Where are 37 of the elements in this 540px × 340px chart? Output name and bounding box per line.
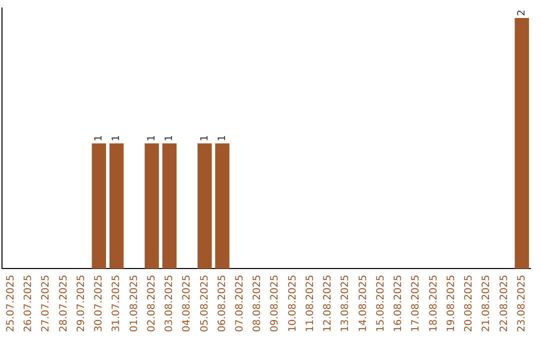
x-tick-label: 17.08.2025	[410, 274, 422, 332]
x-tick-label: 07.08.2025	[234, 274, 246, 332]
data-label: 1	[164, 135, 176, 142]
data-label: 1	[199, 135, 210, 142]
x-tick-label: 18.08.2025	[428, 274, 440, 332]
x-tick-label: 30.07.2025	[94, 274, 105, 332]
data-label: 1	[111, 135, 122, 142]
x-tick-label: 21.08.2025	[481, 274, 492, 332]
data-label: 2	[516, 10, 528, 16]
x-tick-label: 03.08.2025	[164, 274, 176, 332]
x-tick-label: 25.07.2025	[5, 274, 16, 332]
x-tick-label: 08.08.2025	[252, 274, 264, 332]
data-label: 1	[216, 135, 228, 142]
x-tick-label: 06.08.2025	[216, 274, 228, 332]
x-tick-label: 02.08.2025	[146, 274, 158, 332]
x-tick-label: 09.08.2025	[270, 274, 281, 332]
x-tick-label: 11.08.2025	[304, 274, 316, 332]
x-tick-label: 12.08.2025	[322, 274, 334, 332]
x-tick-label: 05.08.2025	[199, 274, 210, 332]
x-tick-label: 29.07.2025	[76, 274, 87, 332]
x-tick-label: 04.08.2025	[182, 274, 193, 332]
x-tick-label: 20.08.2025	[464, 274, 475, 332]
x-tick-label: 14.08.2025	[358, 274, 369, 332]
data-label: 1	[94, 135, 105, 142]
x-tick-label: 16.08.2025	[393, 274, 404, 332]
x-tick-label: 13.08.2025	[340, 274, 352, 332]
x-tick-label: 15.08.2025	[375, 274, 386, 332]
x-tick-label: 22.08.2025	[498, 274, 510, 332]
x-tick-label: 19.08.2025	[446, 274, 457, 332]
x-tick-label: 28.07.2025	[58, 274, 70, 332]
x-tick-label: 23.08.2025	[516, 274, 528, 332]
x-tick-label: 26.07.2025	[23, 274, 34, 332]
x-tick-label: 10.08.2025	[287, 274, 298, 332]
x-tick-label: 27.07.2025	[40, 274, 52, 332]
data-label: 1	[146, 135, 158, 142]
x-tick-label: 31.07.2025	[111, 274, 122, 332]
x-tick-label: 01.08.2025	[128, 274, 140, 332]
